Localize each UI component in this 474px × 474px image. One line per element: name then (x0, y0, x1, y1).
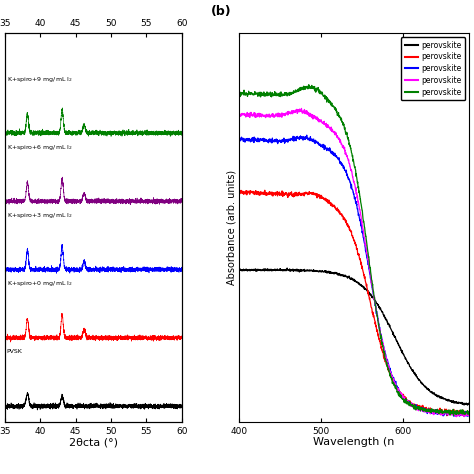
Text: K+spiro+3 mg/mL I$_2$: K+spiro+3 mg/mL I$_2$ (7, 211, 73, 220)
Text: K+spiro+9 mg/mL I$_2$: K+spiro+9 mg/mL I$_2$ (7, 74, 73, 83)
Text: PVSK: PVSK (7, 348, 23, 354)
Y-axis label: Absorbance (arb. units): Absorbance (arb. units) (226, 170, 236, 285)
Text: K+spiro+6 mg/mL I$_2$: K+spiro+6 mg/mL I$_2$ (7, 143, 73, 152)
Text: K+spiro+0 mg/mL I$_2$: K+spiro+0 mg/mL I$_2$ (7, 280, 73, 289)
Legend: perovskite, perovskite, perovskite, perovskite, perovskite: perovskite, perovskite, perovskite, pero… (401, 37, 465, 100)
X-axis label: 2θcta (°): 2θcta (°) (69, 437, 118, 447)
Text: (b): (b) (211, 5, 232, 18)
X-axis label: Wavelength (n: Wavelength (n (313, 437, 395, 447)
